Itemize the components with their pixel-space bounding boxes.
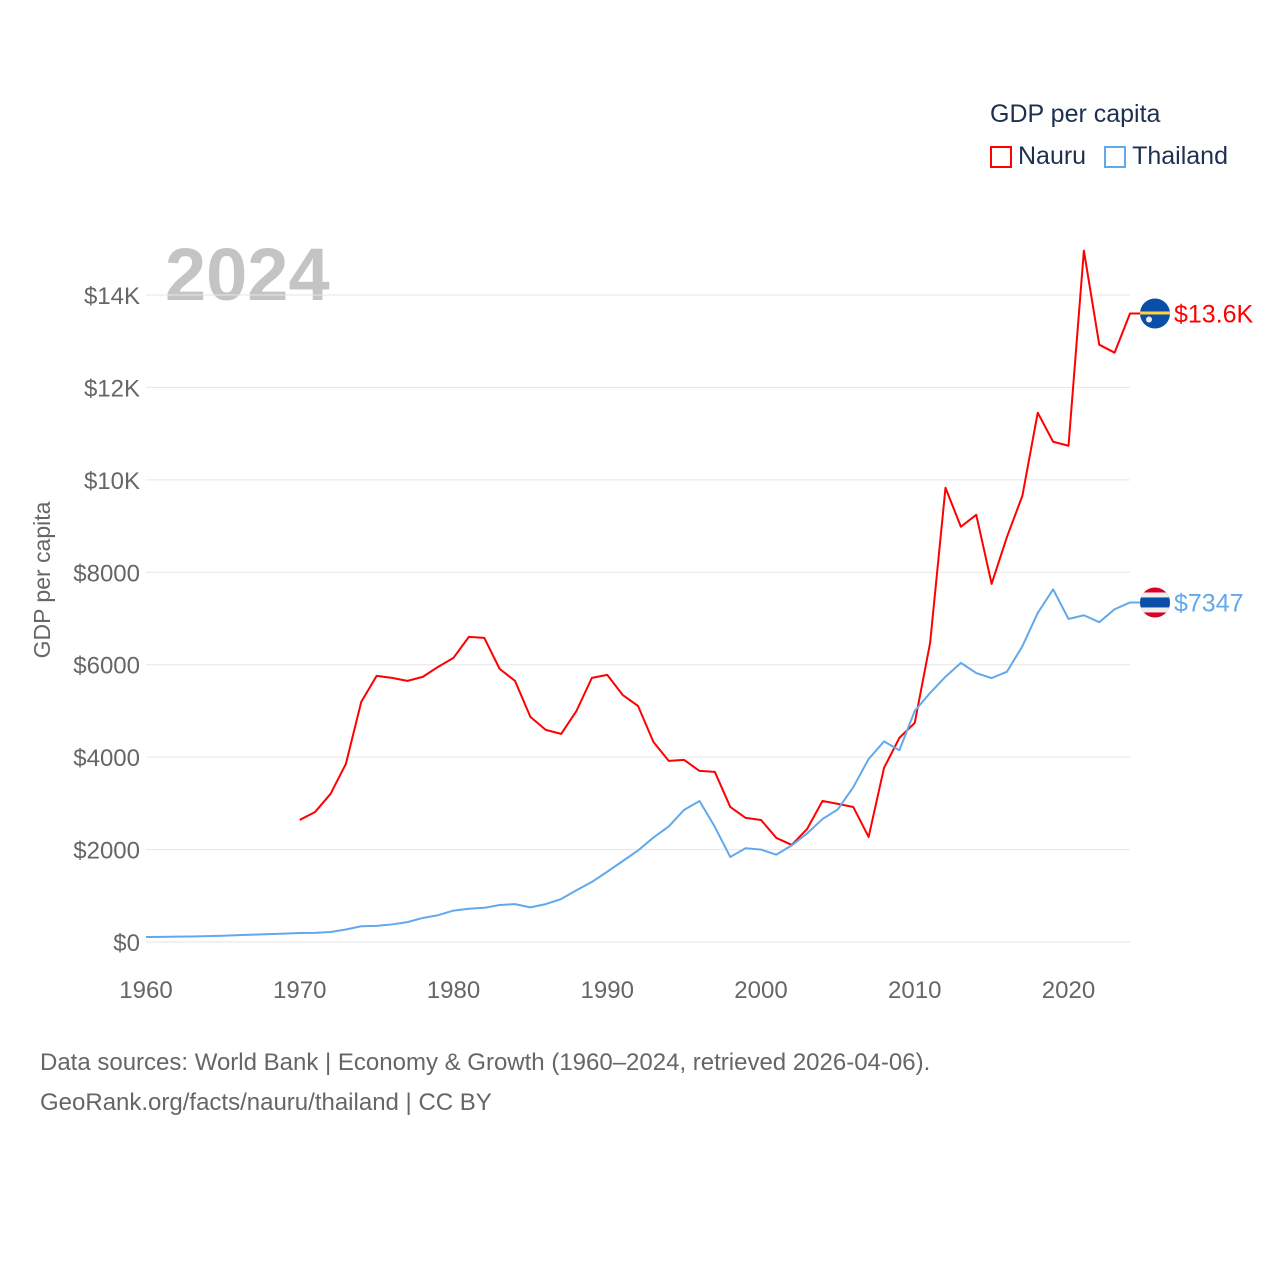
legend-item-nauru[interactable]: Nauru <box>990 142 1086 171</box>
y-tick-label: $4000 <box>73 745 140 772</box>
legend-swatch-thailand <box>1104 145 1127 168</box>
y-tick-label: $10K <box>84 468 140 495</box>
y-tick-label: $14K <box>84 283 140 310</box>
legend-label-nauru: Nauru <box>1018 142 1087 170</box>
series-line-thailand <box>145 588 1140 939</box>
source-link[interactable]: GeoRank.org/facts/nauru/thailand | CC BY <box>40 1089 492 1116</box>
y-axis-label: GDP per capita <box>29 501 55 658</box>
x-tick-label: 2000 <box>734 977 787 1004</box>
legend-swatch-nauru <box>990 145 1012 168</box>
x-tick-label: 1970 <box>273 977 326 1004</box>
year-label: 2024 <box>165 233 330 316</box>
series-line-nauru <box>299 249 1140 846</box>
y-tick-label: $8000 <box>73 560 140 587</box>
footer: Data sources: World Bank | Economy & Gro… <box>40 1043 930 1123</box>
legend-title: GDP per capita <box>990 100 1161 128</box>
x-tick-label: 1980 <box>427 977 480 1004</box>
data-source-text: Data sources: World Bank | Economy & Gro… <box>40 1049 931 1076</box>
x-tick-label: 2010 <box>888 977 941 1004</box>
legend: Nauru Thailand <box>990 142 1228 171</box>
y-tick-label: $2000 <box>73 838 140 865</box>
x-tick-label: 1960 <box>119 977 172 1004</box>
nauru-flag-icon <box>1140 298 1170 329</box>
y-tick-label: $0 <box>113 930 140 957</box>
thailand-flag-icon <box>1140 587 1170 618</box>
x-tick-label: 2020 <box>1042 977 1095 1004</box>
x-tick-label: 1990 <box>581 977 634 1004</box>
end-label-nauru: $13.6K <box>1174 300 1254 328</box>
legend-label-thailand: Thailand <box>1132 142 1228 170</box>
legend-item-thailand[interactable]: Thailand <box>1104 142 1228 171</box>
y-tick-label: $6000 <box>73 653 140 680</box>
y-tick-label: $12K <box>84 375 140 402</box>
end-label-thailand: $7347 <box>1174 589 1244 617</box>
